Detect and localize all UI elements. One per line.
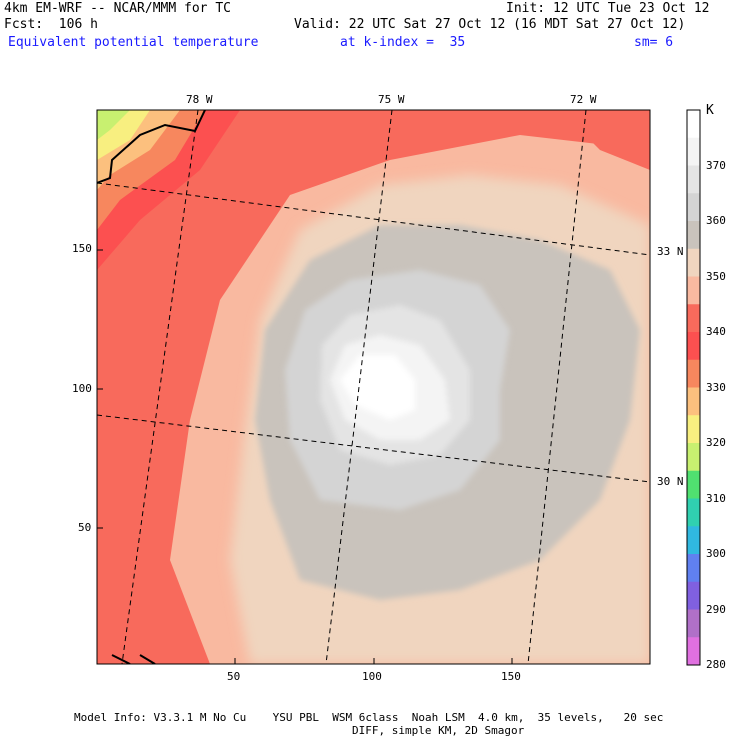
- colorbar-swatch: [687, 581, 700, 610]
- colorbar-label: 370: [706, 158, 726, 172]
- lat-label-33n: 33 N: [657, 245, 684, 258]
- colorbar-swatch: [687, 165, 700, 194]
- colorbar-frame: [686, 109, 701, 666]
- colorbar-swatch: [687, 498, 700, 527]
- colorbar-label: 310: [706, 491, 726, 505]
- init-time: Init: 12 UTC Tue 23 Oct 12: [506, 1, 710, 16]
- smoothing-value: sm= 6: [634, 35, 674, 50]
- level-index: at k-index = 35: [340, 35, 466, 50]
- map-field: [97, 110, 650, 664]
- colorbar-label: 330: [706, 380, 726, 394]
- colorbar-swatch: [687, 387, 700, 416]
- colorbar-swatch: [687, 554, 700, 583]
- model-info: Model Info: V3.3.1 M No Cu YSU PBL WSM 6…: [74, 711, 664, 724]
- colorbar-swatch: [687, 332, 700, 361]
- colorbar-swatch: [687, 443, 700, 472]
- colorbar-swatch: [687, 304, 700, 333]
- colorbar-swatch: [687, 248, 700, 277]
- forecast-hour: Fcst: 106 h: [4, 17, 98, 32]
- x-tick-150: 150: [501, 670, 521, 683]
- x-tick-100: 100: [362, 670, 382, 683]
- colorbar-swatch: [687, 137, 700, 166]
- colorbar-label: 290: [706, 602, 726, 616]
- colorbar-swatch: [687, 637, 700, 666]
- model-diff-info: DIFF, simple KM, 2D Smagor: [352, 724, 525, 737]
- colorbar-unit: K: [706, 103, 714, 118]
- colorbar-swatch: [687, 221, 700, 250]
- colorbar-label: 340: [706, 325, 726, 338]
- colorbar-label: 280: [706, 658, 726, 671]
- model-title: 4km EM-WRF -- NCAR/MMM for TC: [4, 1, 231, 16]
- lon-label-75w: 75 W: [378, 93, 405, 106]
- colorbar-swatch: [687, 609, 700, 638]
- colorbar-label: 360: [706, 214, 726, 227]
- y-tick-100: 100: [72, 382, 92, 395]
- valid-time: Valid: 22 UTC Sat 27 Oct 12 (16 MDT Sat …: [294, 17, 686, 32]
- lat-label-30n: 30 N: [657, 475, 684, 488]
- colorbar-swatch: [687, 470, 700, 499]
- colorbar-swatch: [687, 415, 700, 444]
- x-tick-50: 50: [227, 670, 241, 683]
- colorbar-swatch: [687, 193, 700, 222]
- y-tick-150: 150: [72, 242, 92, 255]
- colorbar-swatch: [687, 359, 700, 388]
- lon-label-78w: 78 W: [186, 93, 213, 106]
- y-tick-50: 50: [78, 521, 92, 534]
- field-name: Equivalent potential temperature: [8, 35, 259, 50]
- colorbar-swatch: [687, 276, 700, 305]
- colorbar-swatch: [687, 526, 700, 555]
- colorbar-label: 320: [706, 436, 726, 449]
- colorbar-label: 300: [706, 547, 726, 560]
- colorbar-label: 350: [706, 269, 726, 283]
- lon-label-72w: 72 W: [570, 93, 597, 106]
- colorbar-swatch: [687, 110, 700, 139]
